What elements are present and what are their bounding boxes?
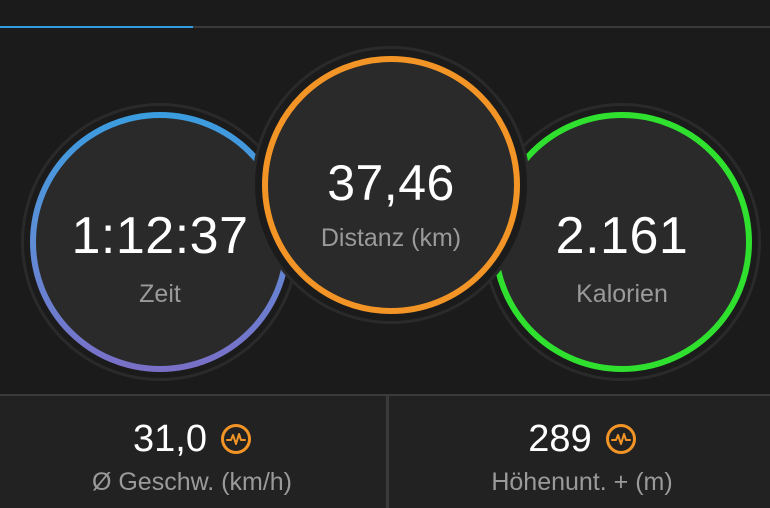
avg-speed-label: Ø Geschw. (km/h) xyxy=(91,468,293,496)
activity-pulse-icon[interactable] xyxy=(220,424,251,454)
calories-value: 2.161 xyxy=(555,207,689,265)
top-bar xyxy=(0,0,770,28)
avg-speed-stat[interactable]: 31,0 Ø Geschw. (km/h) xyxy=(0,396,384,508)
time-circle[interactable]: 1:12:37 Zeit xyxy=(30,112,290,372)
elevation-gain-label: Höhenunt. + (m) xyxy=(491,468,673,496)
calories-label: Kalorien xyxy=(576,280,668,308)
avg-speed-row: 31,0 xyxy=(0,414,384,464)
distance-value: 37,46 xyxy=(327,155,455,211)
elevation-gain-row: 289 xyxy=(390,414,770,464)
page-progress-track xyxy=(0,26,770,28)
activity-pulse-icon[interactable] xyxy=(605,424,636,454)
distance-circle[interactable]: 37,46 Distanz (km) xyxy=(262,56,520,314)
avg-speed-value: 31,0 xyxy=(133,417,207,460)
summary-circles: 1:12:37 Zeit 2.161 Kalorien 37,46 Distan… xyxy=(0,28,770,394)
distance-label: Distanz (km) xyxy=(320,224,462,252)
time-label: Zeit xyxy=(139,280,181,308)
calories-circle[interactable]: 2.161 Kalorien xyxy=(492,112,752,372)
elevation-gain-stat[interactable]: 289 Höhenunt. + (m) xyxy=(390,396,770,508)
stats-divider xyxy=(386,396,389,508)
time-value: 1:12:37 xyxy=(71,207,249,265)
stats-panel: 31,0 Ø Geschw. (km/h) 289 Höhenunt. + (m… xyxy=(0,394,770,508)
elevation-gain-value: 289 xyxy=(528,417,592,460)
page-progress-fill xyxy=(0,26,193,28)
